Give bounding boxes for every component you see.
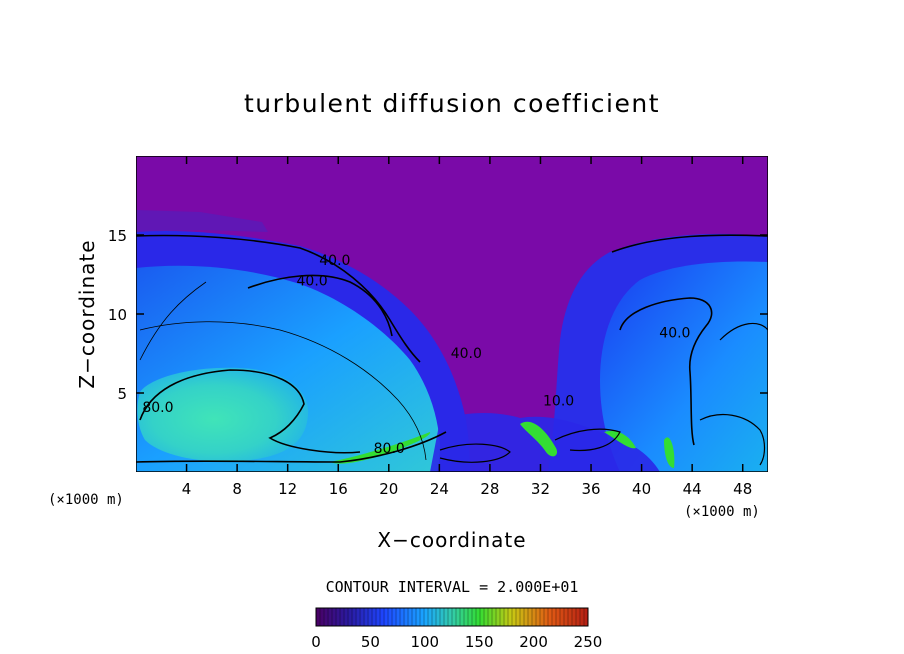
- contour-label: 40.0: [451, 346, 482, 362]
- contour-line: [139, 321, 427, 461]
- contour-line: [247, 274, 393, 337]
- contour-label: 40.0: [659, 326, 690, 342]
- colorbar-tick-label: 250: [574, 633, 603, 651]
- x-right-unit: (×1000 m): [684, 504, 760, 520]
- colorbar-tick-label: 50: [361, 633, 380, 651]
- x-tick-label: 12: [278, 480, 297, 498]
- contour-line: [554, 428, 621, 452]
- colorbar-tick-label: 100: [410, 633, 439, 651]
- contour-label: 80.0: [142, 400, 173, 416]
- x-axis: 4 8 12 16 20 24 28 32 36 40 44 48: [182, 156, 752, 498]
- contour-lines: [136, 234, 768, 466]
- x-tick-label: 16: [329, 480, 348, 498]
- x-tick-label: 40: [632, 480, 651, 498]
- x-axis-label: X−coordinate: [377, 528, 526, 552]
- x-tick-label: 28: [480, 480, 499, 498]
- x-left-unit: (×1000 m): [48, 492, 124, 508]
- z-tick-label: 5: [117, 385, 127, 403]
- colorbar: 0 50 100 150 200 250: [311, 607, 602, 651]
- colorbar-stripes: [319, 608, 585, 626]
- x-tick-label: 44: [683, 480, 702, 498]
- x-tick-label: 36: [581, 480, 600, 498]
- contour-line: [699, 413, 766, 466]
- colorbar-tick-label: 0: [311, 633, 321, 651]
- z-tick-label: 15: [108, 227, 127, 245]
- contour-label: 40.0: [319, 253, 350, 269]
- x-tick-label: 48: [733, 480, 752, 498]
- colorbar-tick-label: 200: [519, 633, 548, 651]
- contour-label: 10.0: [543, 394, 574, 410]
- contour-label: 80.0: [374, 441, 405, 457]
- upper-band: [136, 210, 268, 232]
- peak-streak-3: [604, 430, 636, 449]
- contour-line: [136, 431, 447, 463]
- chart-title: turbulent diffusion coefficient: [244, 89, 660, 118]
- contour-line: [719, 322, 768, 341]
- contour-line: [136, 234, 421, 363]
- x-tick-label: 32: [531, 480, 550, 498]
- contour-line: [139, 281, 207, 361]
- peak-streak-1: [520, 421, 558, 457]
- contour-line: [139, 369, 361, 454]
- z-axis-label: Z−coordinate: [75, 239, 99, 388]
- peak-streak-2: [330, 432, 431, 464]
- x-tick-label: 4: [182, 480, 192, 498]
- left-vortex-core: [137, 367, 309, 462]
- contour-line: [611, 234, 768, 253]
- right-vortex-inner: [600, 261, 768, 472]
- plot-area: 40.0 40.0 80.0 80.0 40.0 40.0 10.0: [136, 156, 768, 472]
- x-tick-label: 20: [379, 480, 398, 498]
- colorbar-tick-label: 150: [465, 633, 494, 651]
- z-tick-label: 10: [108, 306, 127, 324]
- colorbar-ticks: 0 50 100 150 200 250: [311, 633, 602, 651]
- contour-label: 40.0: [297, 274, 328, 290]
- contour-line: [439, 443, 511, 463]
- x-tick-label: 8: [232, 480, 242, 498]
- contour-interval: CONTOUR INTERVAL = 2.000E+01: [326, 578, 579, 596]
- z-axis: 5 10 15: [108, 227, 768, 403]
- x-tick-label: 24: [430, 480, 449, 498]
- peak-streak-4: [664, 437, 675, 468]
- contour-labels: 40.0 40.0 80.0 80.0 40.0 40.0 10.0: [142, 253, 690, 457]
- contour-line: [619, 297, 713, 446]
